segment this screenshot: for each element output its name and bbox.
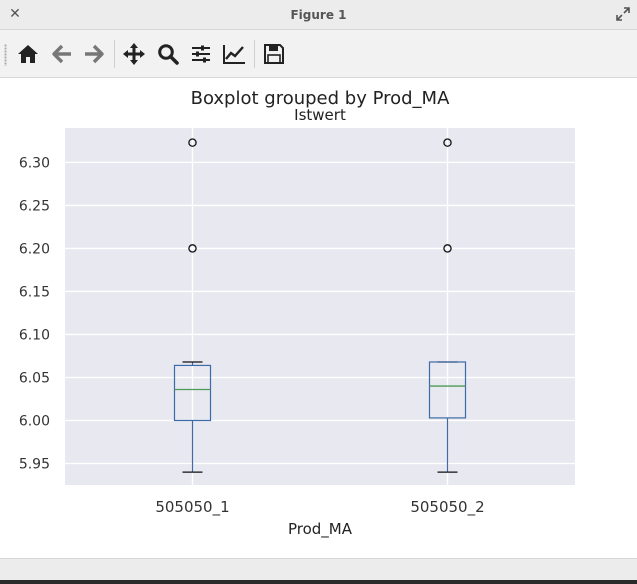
y-tick-label: 6.30 xyxy=(19,155,50,171)
x-axis-label: Prod_MA xyxy=(288,520,353,539)
home-button[interactable] xyxy=(14,40,42,68)
arrow-left-icon xyxy=(52,44,71,64)
outlier-point xyxy=(443,138,452,147)
y-tick-label: 5.95 xyxy=(19,456,50,472)
status-bar xyxy=(0,558,637,580)
window-title: Figure 1 xyxy=(290,7,347,22)
close-icon[interactable]: ✕ xyxy=(9,6,21,22)
outlier-point xyxy=(188,138,197,147)
home-icon xyxy=(18,45,38,63)
x-tick-label: 505050_2 xyxy=(410,498,484,517)
y-tick-label: 6.25 xyxy=(19,198,50,214)
arrow-right-icon xyxy=(85,44,104,64)
y-tick-label: 6.15 xyxy=(19,284,50,300)
y-tick-label: 6.10 xyxy=(19,327,50,343)
line-chart-icon xyxy=(223,45,245,64)
toolbar-grip[interactable] xyxy=(4,44,7,66)
magnifier-icon xyxy=(158,44,179,65)
box xyxy=(173,364,212,422)
y-tick-label: 6.05 xyxy=(19,370,50,386)
toolbar-separator xyxy=(254,40,255,68)
y-tick-label: 6.00 xyxy=(19,413,50,429)
zoom-button[interactable] xyxy=(154,40,182,68)
floppy-disk-icon xyxy=(264,44,284,64)
chart-title: Istwert xyxy=(294,106,346,124)
save-button[interactable] xyxy=(260,40,288,68)
pan-button[interactable] xyxy=(120,40,148,68)
move-icon xyxy=(123,43,145,65)
box xyxy=(428,361,467,419)
edit-axis-button[interactable] xyxy=(220,40,248,68)
bottom-strip xyxy=(0,580,637,584)
window-titlebar: ✕ Figure 1 xyxy=(0,0,637,30)
outlier-point xyxy=(443,244,452,253)
toolbar xyxy=(0,30,637,78)
configure-subplots-button[interactable] xyxy=(187,40,215,68)
toolbar-separator xyxy=(114,40,115,68)
outlier-point xyxy=(188,244,197,253)
forward-button[interactable] xyxy=(80,40,108,68)
plot-area xyxy=(65,128,575,485)
x-tick-label: 505050_1 xyxy=(155,498,229,517)
back-button[interactable] xyxy=(48,40,76,68)
y-tick-label: 6.20 xyxy=(19,241,50,257)
chart-suptitle: Boxplot grouped by Prod_MA xyxy=(191,88,450,109)
figure-canvas[interactable]: 5.95 6.00 6.05 6.10 6.15 6.20 6.25 6.30 505050_1… xyxy=(0,78,637,558)
maximize-icon[interactable] xyxy=(615,6,631,22)
sliders-icon xyxy=(192,45,210,63)
boxplot-chart: 5.95 6.00 6.05 6.10 6.15 6.20 6.25 6.30 505050_1… xyxy=(19,88,575,539)
